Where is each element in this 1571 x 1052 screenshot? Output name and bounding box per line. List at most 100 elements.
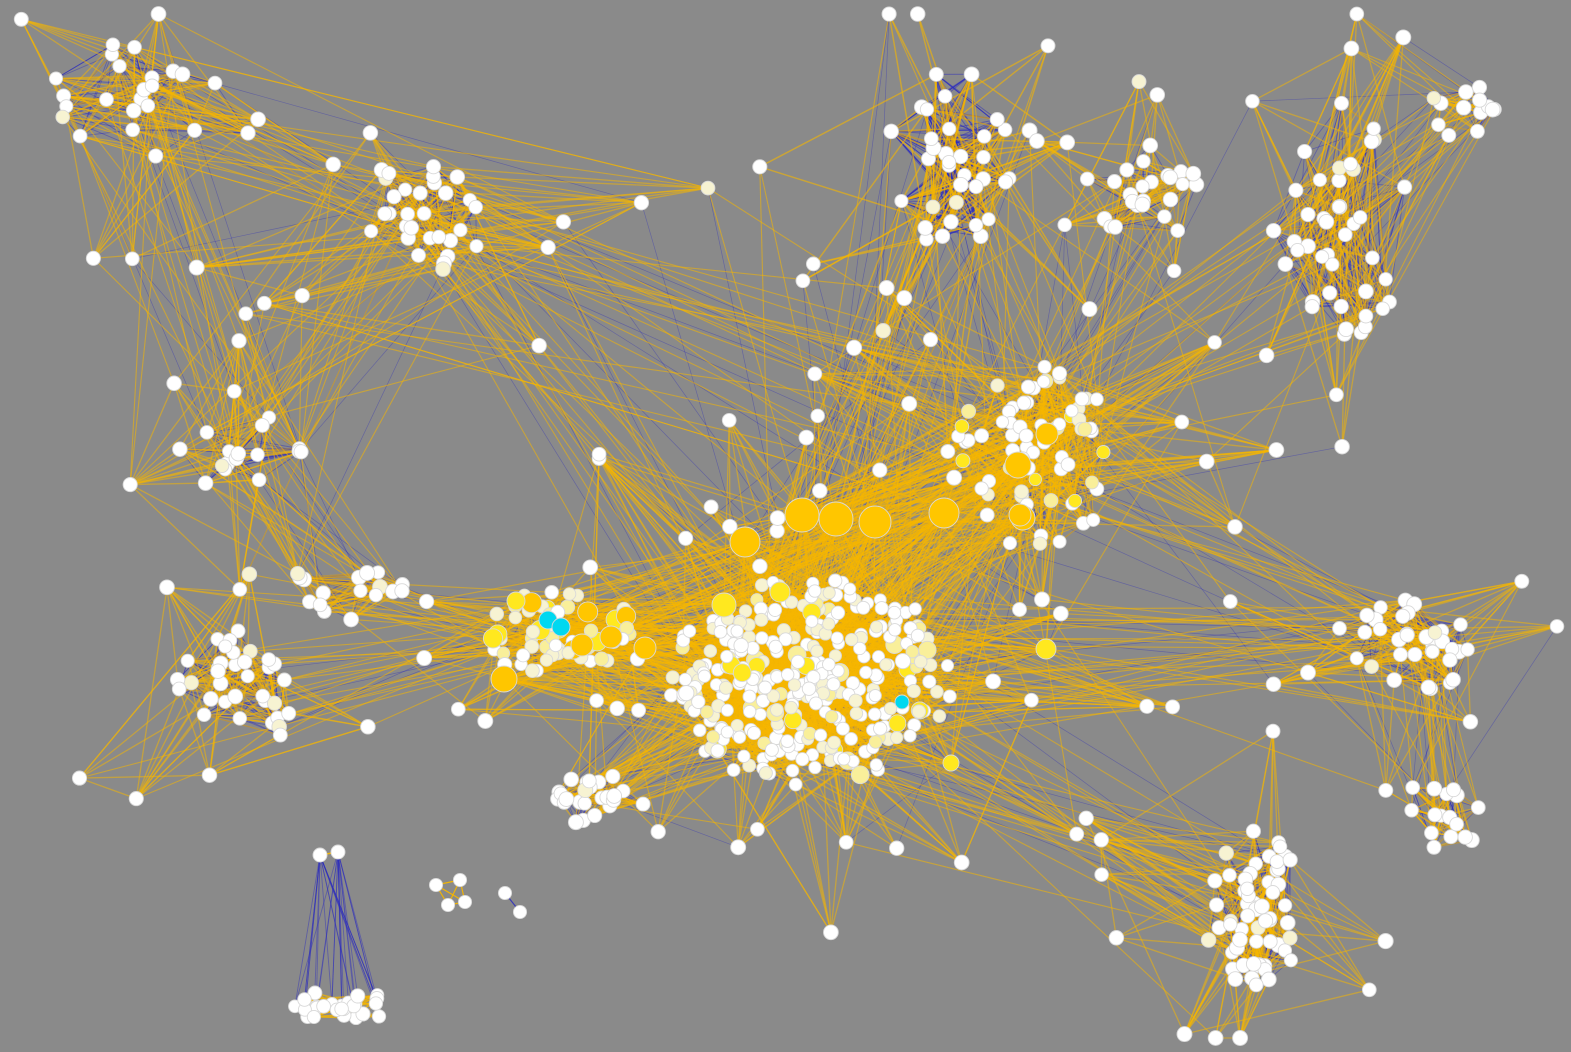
amber-edge — [21, 18, 113, 56]
amber-edge — [1382, 37, 1404, 309]
amber-edge — [971, 73, 1068, 144]
blue-edge — [1273, 230, 1347, 330]
blue-edge — [1446, 626, 1558, 795]
amber-edge — [196, 266, 303, 297]
amber-edge — [982, 129, 1006, 180]
amber-edge — [166, 586, 219, 640]
amber-edge — [273, 663, 290, 714]
blue-edge — [319, 854, 357, 1018]
amber-edge — [130, 468, 226, 486]
blue-edge — [319, 854, 378, 999]
blue-edge — [62, 116, 156, 157]
blue-edge — [158, 13, 302, 452]
amber-edge — [1114, 81, 1140, 228]
amber-edge — [1311, 48, 1353, 307]
blue-edge — [890, 73, 972, 132]
blue-edge — [319, 854, 377, 1004]
blue-edge — [337, 851, 377, 1004]
amber-edge — [1149, 145, 1172, 200]
blue-edge — [155, 129, 195, 157]
amber-edge — [79, 651, 234, 779]
blue-edge — [476, 245, 963, 427]
amber-edge — [129, 484, 299, 575]
amber-edge — [190, 682, 211, 776]
blue-edge — [315, 854, 321, 1007]
amber-edge — [1285, 234, 1346, 265]
amber-edge — [945, 129, 1006, 155]
blue-edge — [1403, 37, 1480, 88]
amber-edge — [166, 587, 179, 680]
amber-edge — [433, 166, 709, 189]
amber-edge — [890, 45, 1049, 133]
amber-edge — [205, 451, 302, 484]
amber-edge — [1173, 173, 1194, 272]
amber-edge — [460, 229, 549, 249]
amber-edge — [1041, 416, 1072, 600]
blue-edge — [337, 851, 359, 996]
blue-edge — [304, 854, 321, 1000]
blue-edge — [919, 627, 1454, 681]
blue-edge — [304, 854, 321, 1010]
blue-edge — [337, 851, 377, 1004]
amber-edge — [178, 688, 211, 776]
amber-edge — [1090, 341, 1215, 429]
blue-edge — [337, 851, 356, 1004]
amber-edge — [63, 44, 114, 97]
amber-edge — [1091, 460, 1207, 484]
blue-edge — [1412, 649, 1468, 788]
amber-edge — [65, 105, 157, 157]
amber-edge — [802, 206, 934, 282]
amber-edge — [886, 287, 1060, 375]
amber-edge — [129, 450, 230, 486]
blue-edge — [319, 854, 378, 999]
amber-edge — [238, 340, 299, 574]
amber-edge — [888, 13, 927, 229]
amber-edge — [214, 82, 334, 165]
amber-edge — [263, 213, 408, 304]
blue-edge — [1081, 270, 1175, 400]
blue-edge — [337, 851, 343, 1006]
amber-edge — [187, 651, 234, 662]
amber-edge — [1371, 141, 1374, 258]
amber-edge — [151, 85, 249, 134]
blue-edge — [456, 176, 477, 247]
amber-edge — [1340, 103, 1367, 317]
amber-edge — [129, 340, 240, 486]
blue-edge — [1081, 428, 1274, 685]
blue-edge — [337, 851, 343, 1006]
blue-edge — [1356, 658, 1435, 848]
blue-edge — [319, 854, 377, 1004]
blue-edge — [132, 258, 270, 418]
blue-edge — [79, 54, 113, 137]
blue-edge — [112, 44, 153, 79]
blue-edge — [845, 762, 952, 843]
blue-edge — [1389, 187, 1406, 303]
amber-edge — [1064, 194, 1131, 226]
amber-edge — [1312, 186, 1406, 303]
amber-edge — [1252, 100, 1372, 143]
amber-edge — [1036, 140, 1106, 220]
blue-edge — [337, 851, 356, 1005]
amber-edge — [1129, 145, 1151, 195]
blue-edge — [337, 851, 345, 1016]
blue-edge — [298, 451, 360, 578]
amber-edge — [393, 196, 477, 247]
amber-edge — [1206, 461, 1236, 528]
amber-edge — [1331, 186, 1406, 265]
amber-edge — [130, 482, 206, 486]
amber-edge — [78, 573, 250, 779]
amber-edge — [1273, 223, 1354, 232]
amber-edge — [129, 383, 175, 485]
amber-edge — [129, 484, 241, 590]
amber-edge — [1252, 47, 1352, 102]
amber-edge — [737, 756, 745, 848]
blue-edge — [319, 854, 333, 1005]
amber-edge — [135, 587, 168, 799]
amber-edge — [245, 132, 371, 315]
blue-edge — [304, 854, 321, 1010]
amber-edge — [1061, 449, 1277, 470]
blue-edge — [337, 851, 343, 1009]
amber-edge — [1311, 163, 1352, 307]
